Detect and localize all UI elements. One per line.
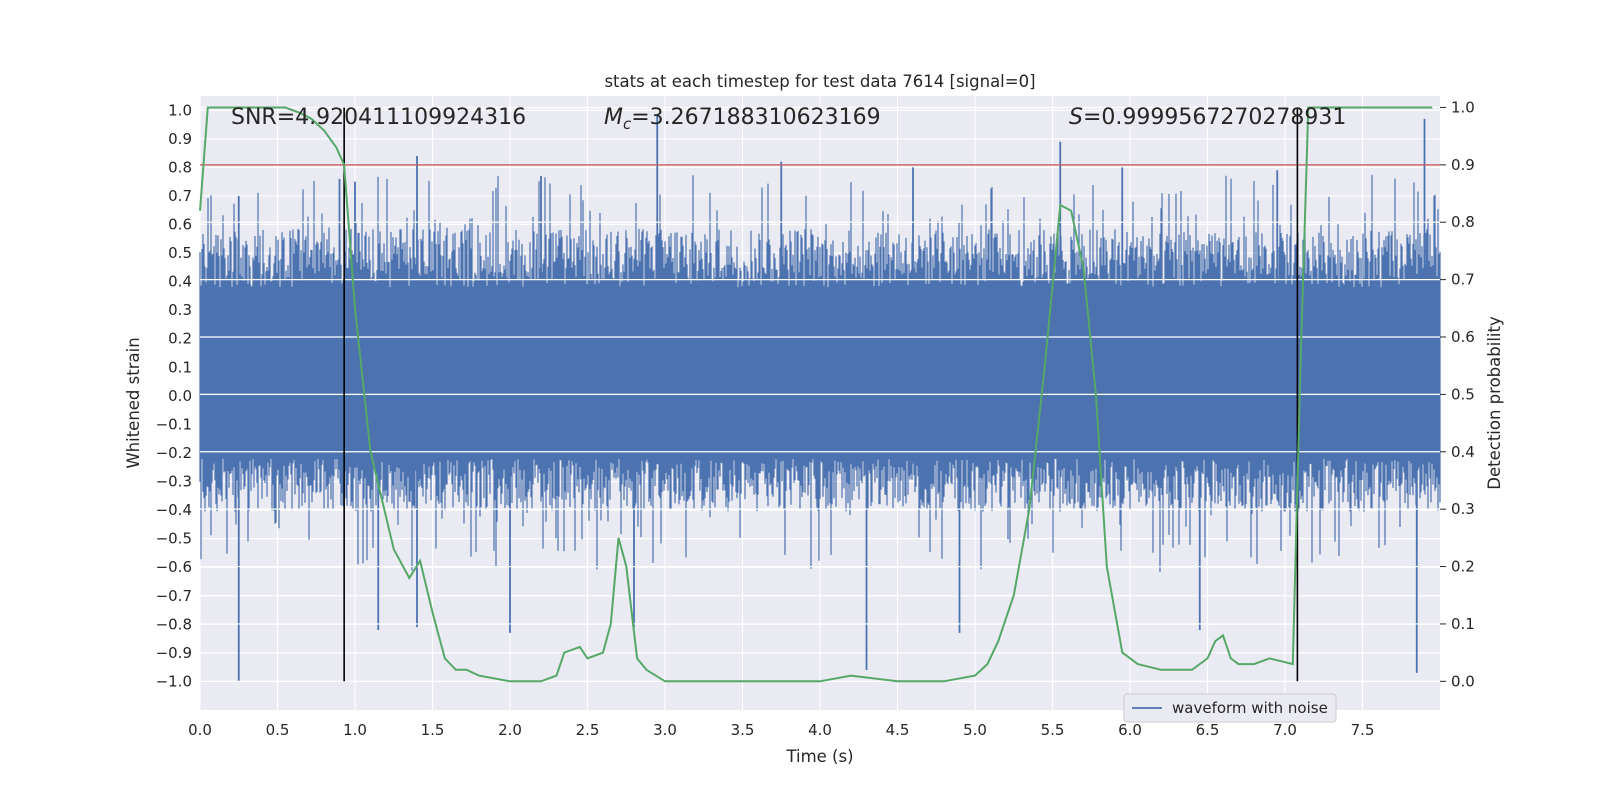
y-right-tick-label: 0.3 [1451,500,1475,518]
x-tick-label: 3.0 [653,721,677,739]
y-right-tick-label: 0.5 [1451,385,1475,403]
x-tick-label: 4.0 [808,721,832,739]
y-right-tick-label: 0.9 [1451,156,1475,174]
y-left-tick-label: −0.2 [156,444,192,462]
y-right-tick-label: 0.1 [1451,615,1475,633]
x-axis-label: Time (s) [785,747,853,766]
y-right-tick-label: 0.7 [1451,271,1475,289]
detection-probability-line [199,106,1433,683]
y-left-tick-label: −0.3 [156,473,192,491]
x-tick-label: 3.5 [731,721,755,739]
y-left-tick-label: 0.3 [168,301,192,319]
y-left-tick-label: −0.8 [156,615,192,633]
x-tick-label: 2.5 [576,721,600,739]
overlay [199,106,1440,683]
y-left-tick-label: 0.2 [168,330,192,348]
y-left-tick-label: −1.0 [156,672,192,690]
chart-title: stats at each timestep for test data 761… [604,72,1035,91]
y-axis-label-left: Whitened strain [124,337,143,468]
y-left-tick-label: 0.4 [168,273,192,291]
y-right-tick-label: 0.6 [1451,328,1475,346]
x-tick-label: 5.5 [1041,721,1065,739]
score-value: =0.9999567270278931 [1083,105,1346,130]
score-annotation: S=0.9999567270278931 [1069,105,1346,130]
x-tick-label: 1.0 [343,721,367,739]
waveform-body [199,174,1441,572]
x-tick-label: 5.0 [963,721,987,739]
x-tick-label: 6.0 [1118,721,1142,739]
y-right-tick-label: 0.8 [1451,213,1475,231]
y-left-tick-label: −0.1 [156,415,192,433]
y-right-tick-label: 0.2 [1451,558,1475,576]
chirp-mass-subscript: c [623,115,632,133]
x-tick-label: 0.0 [188,721,212,739]
legend: waveform with noise [1123,693,1337,723]
chirp-mass-value: =3.267188310623169 [631,105,880,130]
x-tick-label: 2.0 [498,721,522,739]
legend-label: waveform with noise [1172,699,1328,717]
y-right-tick-label: 0.0 [1451,672,1475,690]
y-left-tick-label: 0.1 [168,358,192,376]
y-left-tick-label: 0.5 [168,244,192,262]
y-left-tick-label: 0.9 [168,130,192,148]
x-tick-label: 7.0 [1273,721,1297,739]
y-left-tick-label: −0.4 [156,501,192,519]
y-right-tick-label: 1.0 [1451,98,1475,116]
x-tick-label: 4.5 [886,721,910,739]
y-left-tick-label: 0.8 [168,158,192,176]
y-left-tick-label: −0.5 [156,530,192,548]
snr-annotation: SNR=4.920411109924316 [231,105,526,130]
x-tick-label: 0.5 [266,721,290,739]
axes-ticks: 0.0 0.5 1.0 1.5 2.0 2.5 3.0 3.5 4.0 4.5 5.0 5.5 6.0 6… [156,98,1475,739]
x-tick-label: 1.5 [421,721,445,739]
chirp-mass-symbol: M [604,105,623,130]
legend-box [1123,693,1337,723]
y-right-tick-label: 0.4 [1451,443,1475,461]
x-tick-label: 6.5 [1196,721,1220,739]
y-axis-label-right: Detection probability [1485,316,1504,490]
y-left-tick-label: 0.0 [168,387,192,405]
y-left-tick-label: −0.6 [156,558,192,576]
y-left-tick-label: 0.7 [168,187,192,205]
chirp-mass-annotation: Mc=3.267188310623169 [604,105,881,133]
y-left-tick-label: −0.7 [156,587,192,605]
y-left-tick-label: −0.9 [156,644,192,662]
y-left-tick-label: 1.0 [168,101,192,119]
score-symbol: S [1069,105,1083,130]
y-left-tick-label: 0.6 [168,216,192,234]
x-tick-label: 7.5 [1351,721,1375,739]
